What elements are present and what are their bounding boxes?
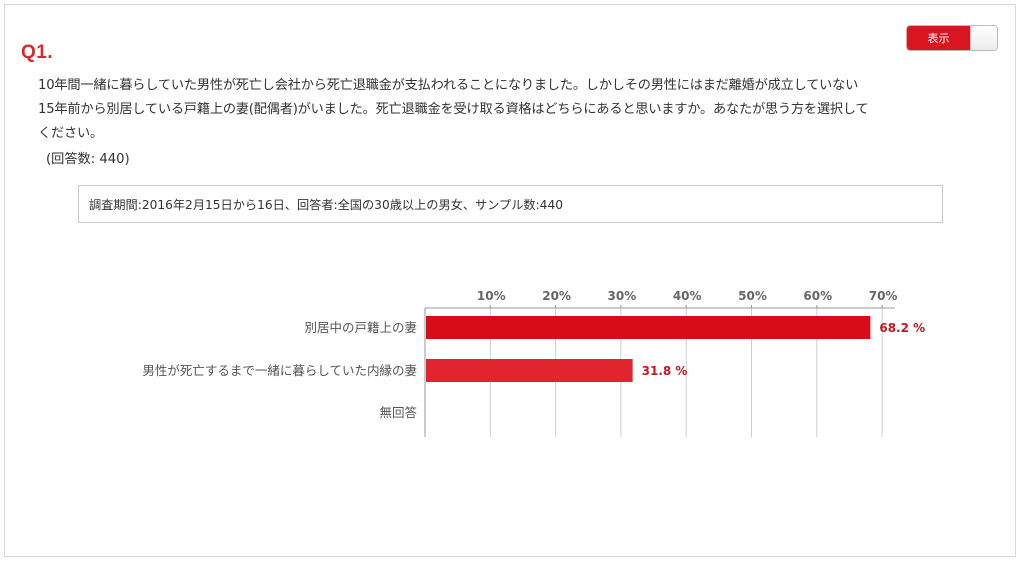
x-tick-label: 20% xyxy=(542,289,571,303)
x-tick-label: 10% xyxy=(477,289,506,303)
x-tick-label: 40% xyxy=(673,289,702,303)
bar xyxy=(426,316,871,339)
category-label: 別居中の戸籍上の妻 xyxy=(304,320,417,335)
x-tick-label: 60% xyxy=(803,289,832,303)
x-tick-label: 70% xyxy=(869,289,898,303)
question-text: 10年間一緒に暮らしていた男性が死亡し会社から死亡退職金が支払われることになりま… xyxy=(38,78,869,141)
toggle-label: 表示 xyxy=(907,26,970,50)
answer-count: (回答数: 440) xyxy=(46,152,130,167)
survey-info-box: 調査期間:2016年2月15日から16日、回答者:全国の30歳以上の男女、サンプ… xyxy=(78,185,943,223)
survey-info-text: 調査期間:2016年2月15日から16日、回答者:全国の30歳以上の男女、サンプ… xyxy=(89,198,563,212)
x-tick-label: 30% xyxy=(608,289,637,303)
x-tick-label: 50% xyxy=(738,289,767,303)
data-label: 68.2 % xyxy=(879,321,925,335)
category-label: 男性が死亡するまで一緒に暮らしていた内縁の妻 xyxy=(142,363,417,378)
display-toggle[interactable]: 表示 xyxy=(906,25,998,51)
toggle-knob xyxy=(970,26,997,50)
bar xyxy=(426,359,633,382)
data-label: 31.8 % xyxy=(642,364,688,378)
question-number: Q1. xyxy=(21,42,54,63)
question-panel xyxy=(4,4,1016,557)
category-label: 無回答 xyxy=(379,405,417,420)
